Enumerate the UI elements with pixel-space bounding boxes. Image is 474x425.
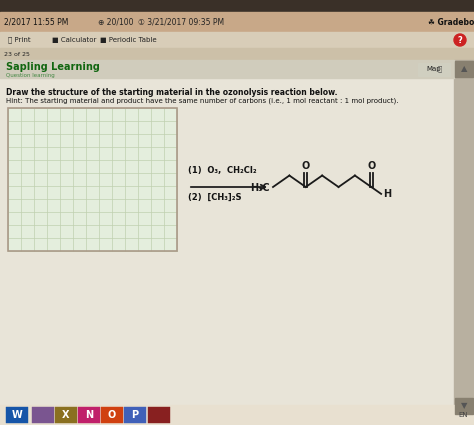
Text: O: O (108, 410, 116, 420)
Text: ?: ? (457, 36, 462, 45)
Text: ⎙ Print: ⎙ Print (8, 37, 31, 43)
Bar (0, 60, 454, 78)
Bar (78, 407, 100, 423)
Bar (55, 407, 77, 423)
Bar (148, 407, 170, 423)
Bar (0, 32, 474, 48)
Text: P: P (131, 410, 138, 420)
Text: ⊕ 20/100: ⊕ 20/100 (98, 17, 134, 26)
Text: ▼: ▼ (461, 402, 467, 411)
Text: H: H (383, 189, 391, 199)
Text: Draw the structure of the starting material in the ozonolysis reaction below.: Draw the structure of the starting mater… (6, 88, 337, 97)
Bar (0, 12, 474, 32)
Text: ■ Periodic Table: ■ Periodic Table (100, 37, 156, 43)
Bar (6, 407, 28, 423)
Text: O: O (301, 161, 310, 171)
Text: N: N (85, 410, 93, 420)
Bar (454, 60, 474, 415)
Bar (0, 60, 454, 415)
Text: X: X (62, 410, 70, 420)
Text: H₃C: H₃C (250, 183, 270, 193)
Text: ☘ Gradebook: ☘ Gradebook (428, 17, 474, 26)
Text: 2/2017 11:55 PM: 2/2017 11:55 PM (4, 17, 68, 26)
Text: 23 of 25: 23 of 25 (4, 51, 30, 57)
Text: Map: Map (426, 66, 441, 72)
Bar (455, 398, 473, 414)
Bar (0, 48, 474, 60)
Text: Sapling Learning: Sapling Learning (6, 62, 100, 72)
Circle shape (454, 34, 466, 46)
Text: ▲: ▲ (461, 65, 467, 74)
Text: ■ Calculator: ■ Calculator (52, 37, 96, 43)
Bar (418, 63, 450, 76)
Text: (1)  O₃,  CH₂Cl₂: (1) O₃, CH₂Cl₂ (188, 166, 256, 175)
Text: ① 3/21/2017 09:35 PM: ① 3/21/2017 09:35 PM (138, 17, 224, 26)
Text: (2)  [CH₃]₂S: (2) [CH₃]₂S (188, 193, 241, 202)
Text: EN: EN (458, 412, 468, 418)
Bar (124, 407, 146, 423)
Bar (0, 415, 474, 425)
Text: O: O (367, 161, 375, 171)
Text: Hint: The starting material and product have the same number of carbons (i.e., 1: Hint: The starting material and product … (6, 97, 399, 104)
Bar (0, 405, 474, 425)
Bar (101, 407, 123, 423)
Bar (32, 407, 54, 423)
Text: W: W (12, 410, 22, 420)
Bar (0, 0, 474, 12)
Text: 🏠: 🏠 (438, 66, 442, 72)
Bar (8, 108, 177, 251)
Bar (8, 108, 177, 251)
Bar (455, 61, 473, 77)
Text: Question learning: Question learning (6, 73, 55, 77)
